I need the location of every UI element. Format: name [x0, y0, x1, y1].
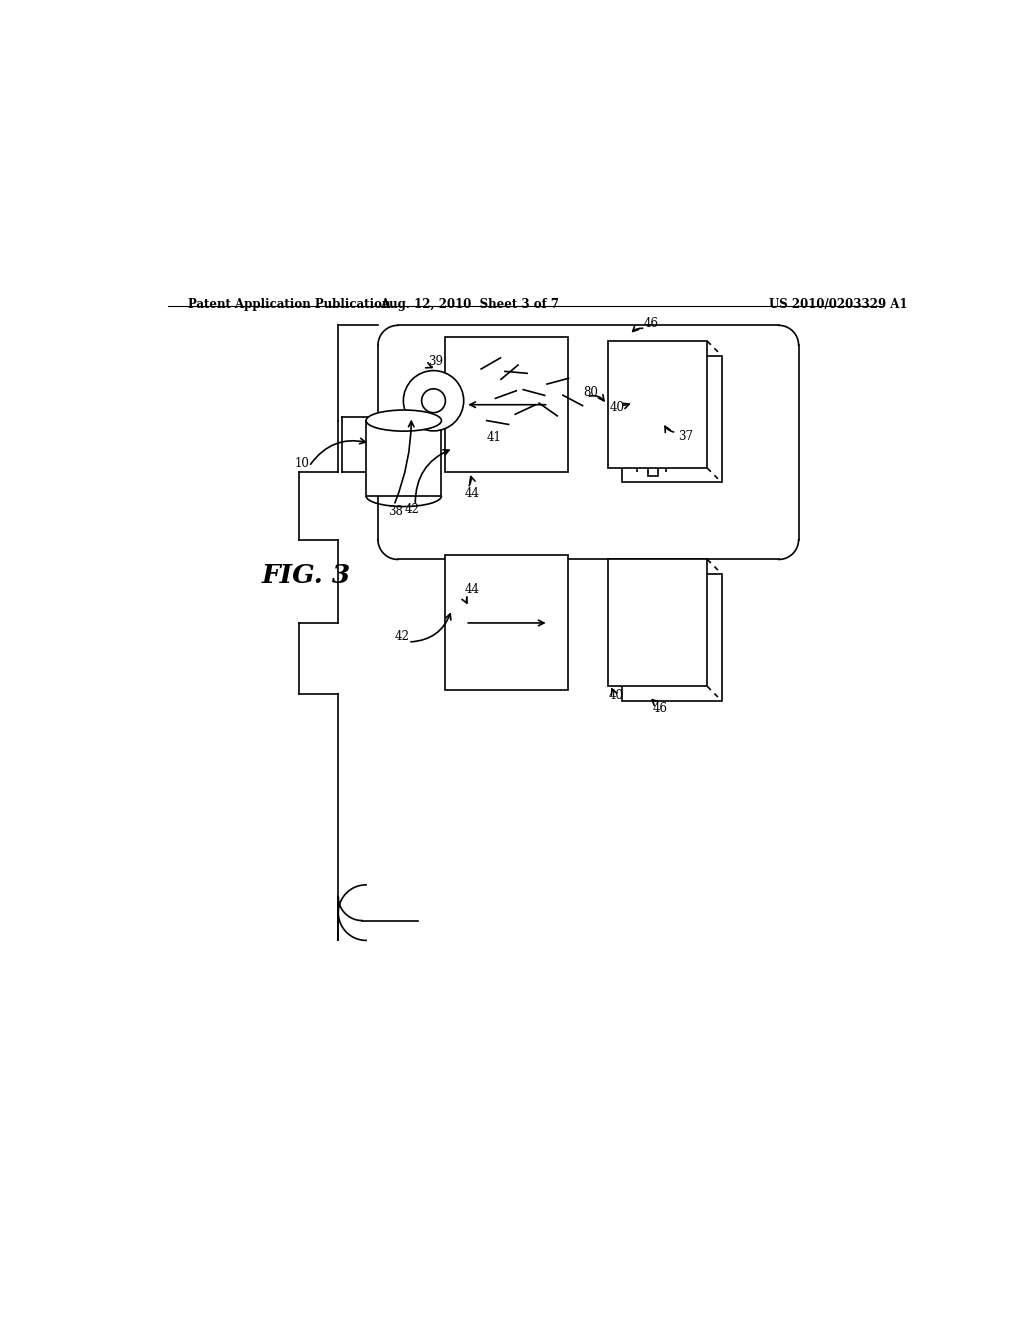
- Text: 44: 44: [465, 583, 479, 597]
- Bar: [445, 556, 568, 690]
- Text: 40: 40: [608, 689, 624, 702]
- Bar: [623, 574, 722, 701]
- Text: US 2010/0203329 A1: US 2010/0203329 A1: [769, 297, 907, 310]
- Text: 38: 38: [388, 504, 403, 517]
- Text: 42: 42: [394, 630, 410, 643]
- Circle shape: [403, 371, 464, 430]
- Text: 46: 46: [652, 702, 668, 715]
- Bar: [445, 337, 568, 473]
- Text: 39: 39: [428, 355, 443, 368]
- Text: 44: 44: [465, 487, 479, 500]
- Text: 37: 37: [678, 430, 693, 444]
- Bar: [608, 560, 708, 686]
- Bar: [608, 342, 708, 469]
- Text: Patent Application Publication: Patent Application Publication: [187, 297, 390, 310]
- Ellipse shape: [367, 411, 441, 432]
- Text: 80: 80: [584, 387, 598, 400]
- Text: Aug. 12, 2010  Sheet 3 of 7: Aug. 12, 2010 Sheet 3 of 7: [380, 297, 559, 310]
- Circle shape: [422, 389, 445, 413]
- Text: 46: 46: [644, 317, 658, 330]
- Text: 41: 41: [486, 430, 502, 444]
- Bar: [648, 354, 658, 477]
- Text: 10: 10: [295, 457, 309, 470]
- Text: 42: 42: [404, 503, 419, 516]
- Text: FIG. 3: FIG. 3: [262, 562, 351, 587]
- Bar: [367, 421, 441, 496]
- Text: 40: 40: [609, 401, 625, 414]
- Bar: [623, 355, 722, 483]
